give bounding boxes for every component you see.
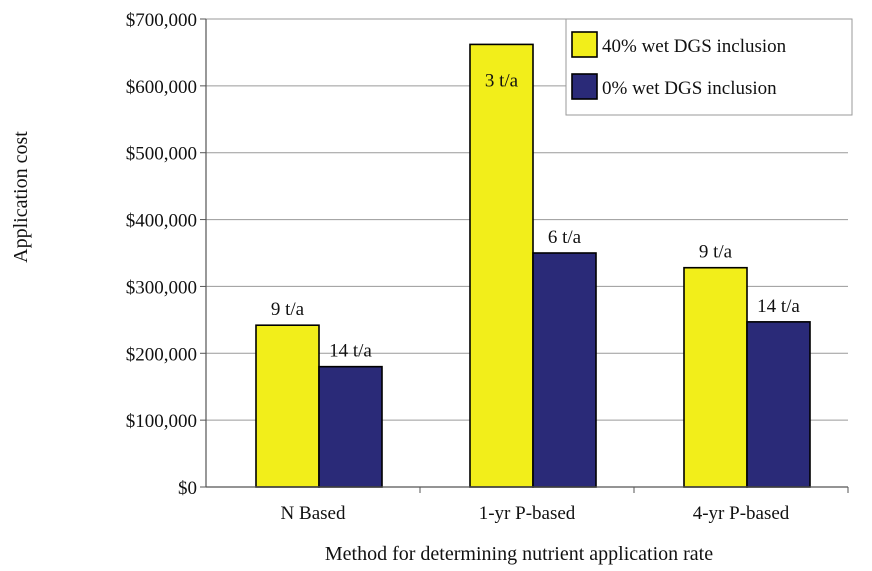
y-axis-ticks: $0 $100,000 $200,000 $300,000 $400,000 $500,0… [126, 10, 206, 499]
bar-data-label: 3 t/a [485, 70, 519, 91]
y-tick-label: $400,000 [126, 211, 197, 232]
x-axis-title: Method for determining nutrient applicat… [325, 543, 713, 565]
x-category-label: 1-yr P-based [479, 503, 576, 524]
axes [205, 19, 849, 493]
bar [532, 252, 597, 488]
y-tick-label: $100,000 [126, 411, 197, 432]
bar-data-label: 14 t/a [329, 341, 372, 362]
y-tick-label: $300,000 [126, 277, 197, 298]
bar-data-label: 6 t/a [548, 227, 582, 248]
y-tick-label: $700,000 [126, 10, 197, 31]
bar [255, 324, 320, 488]
legend-swatch [571, 73, 598, 100]
bar [746, 321, 811, 488]
bar [469, 43, 534, 488]
y-axis-title: Application cost [10, 131, 32, 263]
legend-label: 40% wet DGS inclusion [602, 36, 787, 57]
bar [318, 365, 383, 488]
bar-labels: 9 t/a 14 t/a 3 t/a 6 t/a 9 t/a 14 t/a [271, 70, 801, 361]
bar-data-label: 14 t/a [757, 296, 800, 317]
x-category-label: 4-yr P-based [693, 503, 790, 524]
bars [255, 43, 811, 488]
x-axis-categories: N Based 1-yr P-based 4-yr P-based [281, 503, 790, 524]
y-tick-label: $500,000 [126, 144, 197, 165]
y-tick-label: $200,000 [126, 344, 197, 365]
legend-label: 0% wet DGS inclusion [602, 78, 777, 99]
bar-data-label: 9 t/a [271, 299, 305, 320]
legend-swatch [571, 31, 598, 58]
bar-data-label: 9 t/a [699, 242, 733, 263]
y-tick-label: $600,000 [126, 77, 197, 98]
legend-box [565, 18, 853, 116]
x-category-label: N Based [281, 503, 346, 524]
legend: 40% wet DGS inclusion 0% wet DGS inclusio… [565, 18, 853, 116]
bar [683, 266, 748, 488]
y-tick-label: $0 [178, 478, 197, 499]
